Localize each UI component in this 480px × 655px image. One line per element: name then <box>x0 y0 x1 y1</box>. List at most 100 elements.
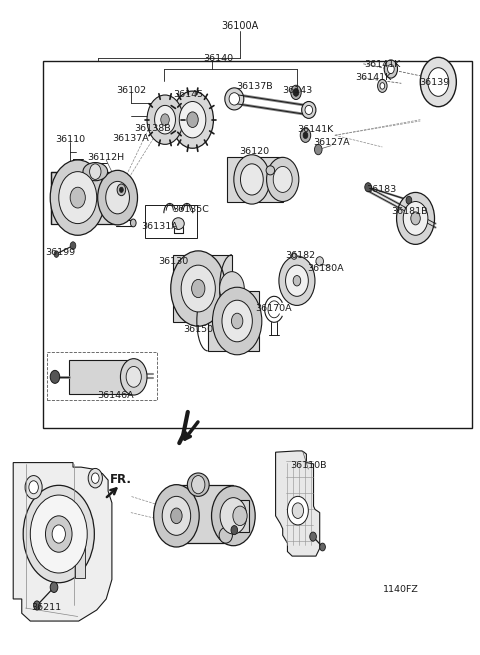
Text: 36141K: 36141K <box>364 60 400 69</box>
Circle shape <box>120 359 147 395</box>
Circle shape <box>288 496 308 525</box>
Bar <box>43 61 472 428</box>
Ellipse shape <box>291 253 297 259</box>
Text: 36135C: 36135C <box>172 206 209 214</box>
Polygon shape <box>276 451 320 556</box>
Circle shape <box>155 105 176 134</box>
Circle shape <box>34 601 40 610</box>
Circle shape <box>97 170 137 225</box>
Circle shape <box>378 79 387 92</box>
Ellipse shape <box>219 527 232 543</box>
Circle shape <box>300 128 311 142</box>
Ellipse shape <box>266 166 275 175</box>
Bar <box>173 485 233 543</box>
Circle shape <box>29 481 38 494</box>
Circle shape <box>291 85 301 100</box>
Text: 36131A: 36131A <box>141 223 178 231</box>
Text: 36141K: 36141K <box>355 73 391 82</box>
Bar <box>145 206 197 238</box>
Circle shape <box>172 91 214 148</box>
Circle shape <box>365 183 372 192</box>
Circle shape <box>303 132 308 138</box>
Ellipse shape <box>316 257 324 266</box>
Circle shape <box>286 265 308 296</box>
Circle shape <box>396 193 434 244</box>
Text: 36102: 36102 <box>116 86 146 95</box>
Text: 1140FZ: 1140FZ <box>384 585 419 594</box>
Text: 36127A: 36127A <box>313 138 349 147</box>
Text: 36199: 36199 <box>46 248 76 257</box>
Text: 36110: 36110 <box>55 136 85 144</box>
Circle shape <box>279 256 315 305</box>
Text: 36139: 36139 <box>420 78 450 87</box>
Circle shape <box>231 525 238 534</box>
Circle shape <box>192 280 205 297</box>
Text: 36141K: 36141K <box>297 125 333 134</box>
Circle shape <box>70 242 76 250</box>
Circle shape <box>406 196 412 204</box>
Circle shape <box>179 102 206 138</box>
Circle shape <box>50 370 60 383</box>
Text: 36130: 36130 <box>158 257 189 267</box>
Ellipse shape <box>229 93 240 105</box>
Text: 36110B: 36110B <box>290 461 326 470</box>
Circle shape <box>384 60 397 78</box>
Circle shape <box>219 272 244 305</box>
Circle shape <box>233 506 247 525</box>
Text: 36143: 36143 <box>282 86 312 95</box>
Bar <box>75 535 85 578</box>
Circle shape <box>147 95 183 144</box>
Bar <box>233 500 250 532</box>
Circle shape <box>293 276 301 286</box>
Text: 36180A: 36180A <box>307 264 344 273</box>
Bar <box>173 255 232 322</box>
Circle shape <box>126 366 141 387</box>
Text: FR.: FR. <box>109 473 132 486</box>
Circle shape <box>88 468 102 488</box>
Circle shape <box>192 476 205 494</box>
Circle shape <box>231 313 243 329</box>
Text: 36146A: 36146A <box>97 391 134 400</box>
Circle shape <box>50 160 105 235</box>
Circle shape <box>117 184 126 196</box>
Text: 36182: 36182 <box>286 251 316 260</box>
Text: 36137B: 36137B <box>236 82 273 91</box>
Text: 36137A: 36137A <box>112 134 149 143</box>
Ellipse shape <box>225 88 244 110</box>
Circle shape <box>154 485 199 547</box>
Circle shape <box>25 476 42 499</box>
Circle shape <box>213 288 262 355</box>
Circle shape <box>292 503 303 519</box>
Circle shape <box>293 88 299 96</box>
Circle shape <box>320 543 325 551</box>
Circle shape <box>106 181 130 214</box>
Circle shape <box>387 64 394 73</box>
Circle shape <box>428 67 449 96</box>
Polygon shape <box>13 462 112 621</box>
Text: 36140: 36140 <box>204 54 234 62</box>
Ellipse shape <box>187 473 209 496</box>
Circle shape <box>240 164 263 195</box>
Bar <box>51 172 118 223</box>
Bar <box>285 264 309 297</box>
Text: 36138B: 36138B <box>134 124 170 133</box>
Circle shape <box>52 525 65 543</box>
Text: 36150: 36150 <box>183 325 213 334</box>
Bar <box>227 157 283 202</box>
Circle shape <box>162 496 191 535</box>
Text: 36170A: 36170A <box>255 304 291 313</box>
Circle shape <box>380 83 384 89</box>
Circle shape <box>181 265 216 312</box>
Circle shape <box>171 508 182 523</box>
Circle shape <box>161 114 169 126</box>
Circle shape <box>23 485 95 583</box>
Circle shape <box>220 498 247 534</box>
Circle shape <box>54 251 59 257</box>
Text: 36145: 36145 <box>173 90 203 99</box>
Text: 36112H: 36112H <box>88 153 125 162</box>
Circle shape <box>90 164 101 179</box>
Circle shape <box>420 58 456 107</box>
Bar <box>47 352 157 400</box>
Text: 36100A: 36100A <box>221 21 259 31</box>
Circle shape <box>187 112 198 128</box>
